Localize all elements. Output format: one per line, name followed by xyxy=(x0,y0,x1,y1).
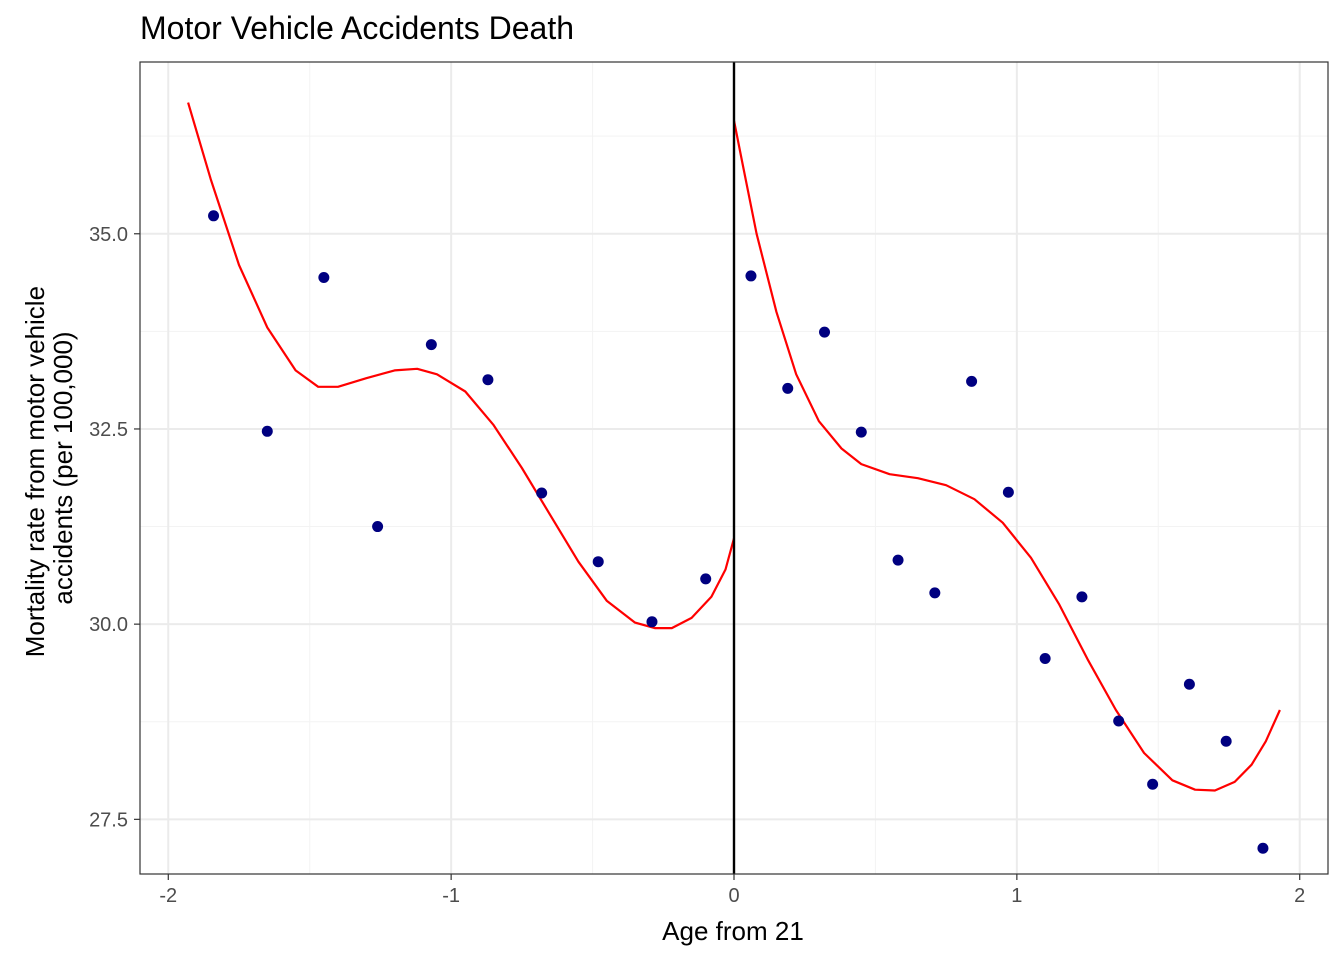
data-point xyxy=(1076,591,1088,603)
data-point xyxy=(1113,715,1125,727)
data-point xyxy=(482,374,494,386)
data-point xyxy=(745,270,757,282)
data-point xyxy=(1147,778,1159,790)
data-point xyxy=(819,326,831,338)
data-point xyxy=(966,375,978,387)
data-point xyxy=(700,573,712,585)
data-point xyxy=(1183,678,1195,690)
data-point xyxy=(782,382,794,394)
x-axis-ticks: -2 -1 0 1 2 xyxy=(159,874,1305,907)
data-point xyxy=(855,426,867,438)
chart-title: Motor Vehicle Accidents Death xyxy=(140,10,574,46)
x-axis-title: Age from 21 xyxy=(662,916,804,946)
x-tick-label: 2 xyxy=(1294,885,1305,907)
data-point xyxy=(646,616,658,628)
y-axis-ticks: 27.5 30.0 32.5 35.0 xyxy=(89,224,140,831)
x-tick-label: -1 xyxy=(442,885,460,907)
data-point xyxy=(425,339,437,351)
y-axis-title-line-2: accidents (per 100,000) xyxy=(48,331,78,604)
data-point xyxy=(536,487,548,499)
y-tick-label: 35.0 xyxy=(89,224,128,246)
fit-line-right xyxy=(732,120,1281,792)
data-point xyxy=(318,271,330,283)
y-tick-label: 32.5 xyxy=(89,419,128,441)
data-point xyxy=(208,210,220,222)
data-point xyxy=(1002,486,1014,498)
data-point xyxy=(892,554,904,566)
y-tick-label: 27.5 xyxy=(89,809,128,831)
y-axis-title: Mortality rate from motor vehicle accide… xyxy=(20,279,78,658)
x-tick-label: 0 xyxy=(728,885,739,907)
y-tick-label: 30.0 xyxy=(89,614,128,636)
y-axis-title-line-1: Mortality rate from motor vehicle xyxy=(20,286,50,657)
data-point xyxy=(1220,735,1232,747)
data-point xyxy=(372,521,384,533)
data-point xyxy=(1257,842,1269,854)
x-tick-label: 1 xyxy=(1011,885,1022,907)
fit-line-left xyxy=(187,102,736,630)
data-point xyxy=(929,587,941,599)
fit-lines xyxy=(187,102,1281,792)
data-point xyxy=(1039,653,1051,665)
scatter-points xyxy=(208,210,1269,854)
x-tick-label: -2 xyxy=(159,885,177,907)
data-point xyxy=(261,425,273,437)
data-point xyxy=(592,556,604,568)
